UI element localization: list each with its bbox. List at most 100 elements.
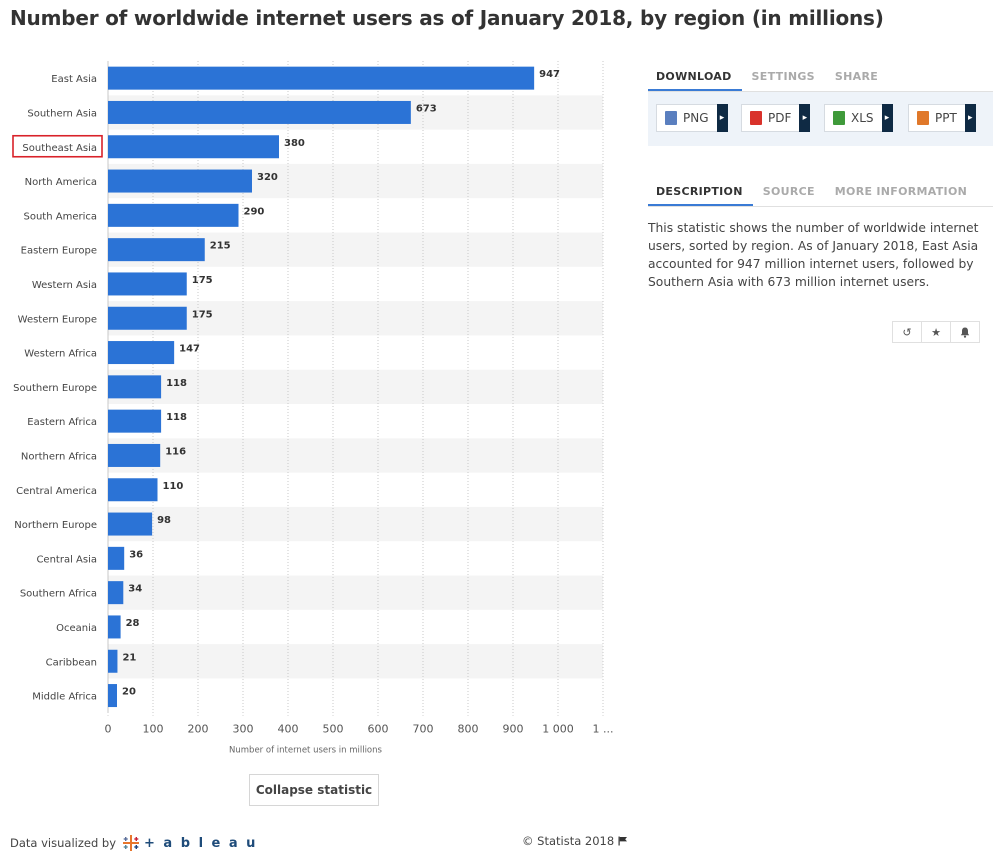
x-tick-label: 100 (143, 723, 164, 736)
bar (108, 100, 411, 124)
history-icon[interactable]: ↺ (892, 321, 922, 343)
data-label: 110 (163, 481, 184, 492)
bar (108, 409, 162, 433)
row-band (108, 644, 603, 679)
category-label: Western Asia (32, 280, 97, 291)
xls-label: XLS (851, 111, 874, 125)
x-tick-label: 700 (413, 723, 434, 736)
pdf-file-icon (750, 111, 762, 125)
bar (108, 238, 205, 262)
bar (108, 169, 252, 193)
data-label: 21 (122, 652, 136, 663)
bar-chart: 0 100 200 300 400 500 600 700 800 900 1 000 1 ... 94… (12, 61, 614, 756)
png-download-button[interactable]: PNG ▸ (656, 104, 728, 132)
bar (108, 512, 153, 536)
x-tick-label: 200 (188, 723, 209, 736)
star-icon[interactable]: ★ (921, 321, 951, 343)
description-panel: DESCRIPTION SOURCE MORE INFORMATION This… (648, 179, 993, 291)
category-label: Northern Africa (21, 451, 97, 462)
x-tick-label: 1 000 (542, 723, 574, 736)
category-label: Central America (16, 486, 97, 497)
tab-source[interactable]: SOURCE (762, 185, 815, 198)
category-label: Eastern Europe (21, 246, 97, 257)
bar (108, 684, 117, 708)
data-label: 947 (539, 69, 560, 80)
png-label: PNG (683, 111, 709, 125)
tableau-logo[interactable]: + a b l e a u (122, 834, 257, 852)
pdf-label: PDF (768, 111, 792, 125)
download-panel: DOWNLOAD SETTINGS SHARE PNG ▸ PDF ▸ XLS … (648, 64, 993, 146)
bar (108, 272, 187, 296)
bell-icon[interactable] (950, 321, 980, 343)
data-label: 28 (126, 618, 140, 629)
png-file-icon (665, 111, 677, 125)
row-band (108, 301, 603, 336)
row-band (108, 575, 603, 610)
tab-download[interactable]: DOWNLOAD (648, 64, 742, 91)
data-label: 20 (122, 687, 136, 698)
xls-dropdown-arrow-icon[interactable]: ▸ (881, 104, 893, 132)
category-label: Northern Europe (14, 520, 97, 531)
x-tick-label: 0 (105, 723, 112, 736)
bar (108, 203, 239, 227)
row-band (108, 506, 603, 542)
x-tick-label: 500 (323, 723, 344, 736)
flag-icon[interactable] (618, 836, 628, 846)
category-label: Southeast Asia (22, 143, 97, 154)
xls-download-button[interactable]: XLS ▸ (824, 104, 893, 132)
bar (108, 546, 125, 570)
category-label: Southern Africa (20, 589, 97, 600)
x-tick-label: 300 (233, 723, 254, 736)
category-label: Western Europe (18, 314, 97, 325)
bar (108, 443, 161, 467)
download-box: PNG ▸ PDF ▸ XLS ▸ PPT ▸ (648, 92, 993, 146)
category-label: North America (25, 177, 97, 188)
x-tick-label: 400 (278, 723, 299, 736)
data-label: 673 (416, 103, 437, 114)
category-label: Eastern Africa (27, 417, 97, 428)
pdf-dropdown-arrow-icon[interactable]: ▸ (799, 104, 811, 132)
data-label: 36 (129, 549, 143, 560)
data-label: 147 (179, 344, 200, 355)
xls-file-icon (833, 111, 845, 125)
footer-copyright: © Statista 2018 (522, 834, 628, 848)
footer-credit: Data visualized by + a b l e a u (10, 834, 257, 852)
tableau-wordmark: + a b l e a u (144, 835, 258, 851)
description-text: This statistic shows the number of world… (648, 221, 979, 289)
data-label: 380 (284, 138, 305, 149)
x-tick-label: 800 (458, 723, 479, 736)
data-label: 116 (165, 446, 186, 457)
x-axis-title: Number of internet users in millions (229, 746, 382, 756)
png-dropdown-arrow-icon[interactable]: ▸ (716, 104, 728, 132)
category-label: East Asia (51, 74, 97, 85)
ppt-download-button[interactable]: PPT ▸ (908, 104, 976, 132)
data-label: 98 (157, 515, 171, 526)
category-label: Southern Europe (13, 383, 97, 394)
tab-settings[interactable]: SETTINGS (751, 70, 815, 83)
bar (108, 306, 187, 330)
ppt-label: PPT (935, 111, 957, 125)
data-label: 175 (192, 275, 213, 286)
row-band (108, 438, 603, 473)
category-label: Caribbean (46, 657, 97, 668)
bar (108, 135, 279, 159)
ppt-dropdown-arrow-icon[interactable]: ▸ (964, 104, 976, 132)
data-label: 215 (210, 241, 231, 252)
bar (108, 478, 158, 502)
tab-description[interactable]: DESCRIPTION (648, 179, 753, 206)
bar (108, 615, 121, 639)
tab-share[interactable]: SHARE (834, 70, 879, 83)
row-band (108, 369, 603, 404)
copyright-text: © Statista 2018 (522, 834, 615, 848)
collapse-statistic-button[interactable]: Collapse statistic (249, 774, 379, 806)
data-label: 290 (244, 206, 265, 217)
category-label: Central Asia (36, 554, 97, 565)
tab-more-information[interactable]: MORE INFORMATION (834, 185, 968, 198)
data-label: 34 (128, 584, 142, 595)
x-tick-label: 1 ... (593, 723, 614, 736)
bar (108, 375, 162, 399)
ppt-file-icon (917, 111, 929, 125)
x-tick-label: 600 (368, 723, 389, 736)
pdf-download-button[interactable]: PDF ▸ (741, 104, 811, 132)
category-label: South America (24, 211, 98, 222)
